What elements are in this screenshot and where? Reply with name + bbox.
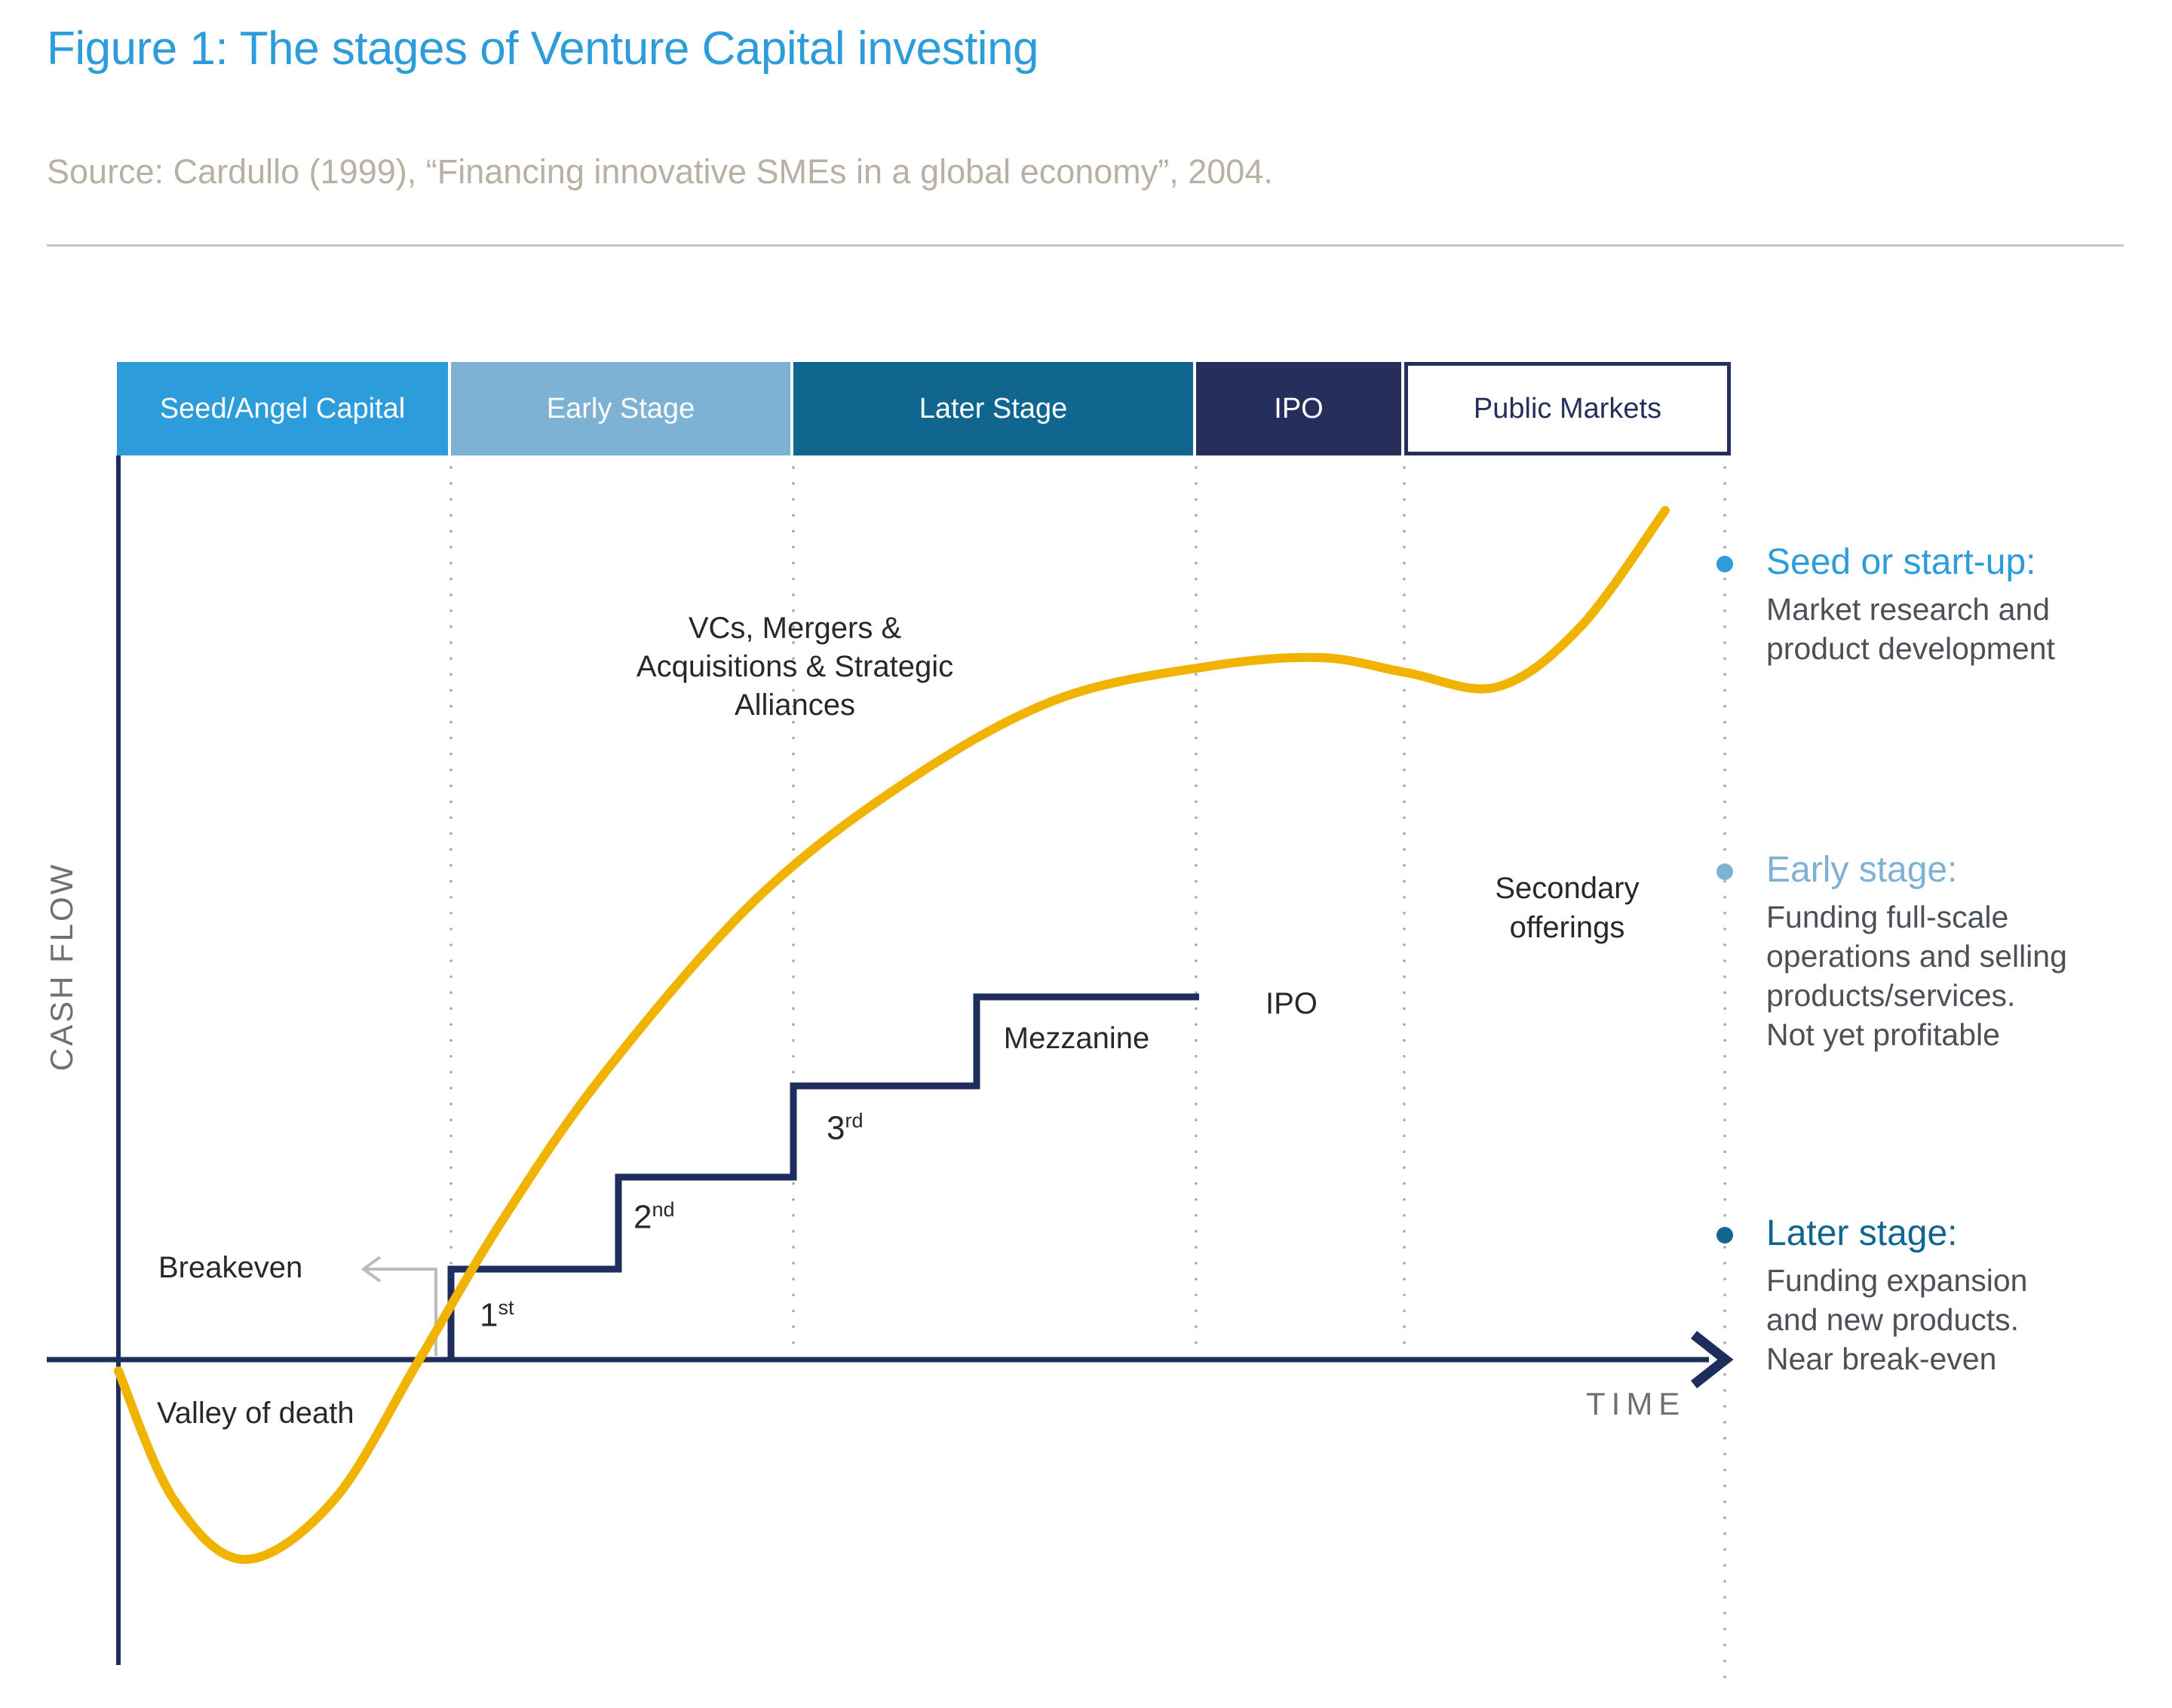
- round-suffix: st: [498, 1296, 514, 1319]
- stage-band-label: Seed/Angel Capital: [159, 392, 406, 425]
- legend-body-line: operations and selling: [1766, 939, 2067, 974]
- legend-body-line: Funding expansion: [1766, 1263, 2028, 1298]
- breakeven-arrow-icon: [360, 1256, 382, 1283]
- stage-band-label: IPO: [1274, 392, 1324, 425]
- mezzanine-step-label: Mezzanine: [1003, 1022, 1150, 1055]
- legend-body-line: Market research and: [1766, 592, 2051, 627]
- legend-item-later-stage: Later stage: Funding expansion and new p…: [1766, 1213, 2166, 1378]
- round-suffix: nd: [652, 1198, 675, 1221]
- stage-band-public-markets: Public Markets: [1404, 362, 1731, 455]
- stage-band-early-stage: Early Stage: [451, 362, 790, 455]
- legend-bullet-seed: [1716, 556, 1733, 572]
- legend-item-early-stage: Early stage: Funding full-scale operatio…: [1766, 849, 2166, 1054]
- round-1st-label: 1st: [480, 1289, 514, 1334]
- vc-mergers-line-3: Alliances: [734, 688, 856, 722]
- breakeven-label: Breakeven: [158, 1251, 303, 1284]
- round-number: 2: [634, 1198, 652, 1236]
- stage-band-label: Public Markets: [1473, 392, 1662, 425]
- vc-mergers-annotation: VCs, Mergers & Acquisitions & Strategic …: [546, 609, 1044, 725]
- round-suffix: rd: [845, 1109, 864, 1132]
- x-axis-label: TIME: [1586, 1386, 1686, 1421]
- stage-band-seed-angel-capital: Seed/Angel Capital: [117, 362, 448, 455]
- legend-body-line: Not yet profitable: [1766, 1017, 2000, 1052]
- header-divider: [47, 244, 2124, 247]
- legend-item-title: Early stage:: [1766, 850, 1958, 890]
- cash-flow-curve: [114, 506, 1670, 1565]
- legend-item-title: Seed or start-up:: [1766, 542, 2036, 582]
- vc-mergers-line-1: VCs, Mergers &: [688, 612, 902, 645]
- ipo-step-label: IPO: [1265, 987, 1318, 1020]
- stage-band-label: Later Stage: [919, 392, 1068, 425]
- legend-body-line: Near break-even: [1766, 1342, 1997, 1376]
- secondary-offerings-line-1: Secondary: [1495, 872, 1640, 905]
- legend-body-line: products/services.: [1766, 978, 2016, 1013]
- source-caption: Source: Cardullo (1999), “Financing inno…: [47, 152, 1273, 191]
- round-number: 1: [480, 1296, 499, 1334]
- stage-band-label: Early Stage: [546, 392, 695, 425]
- round-3rd-label: 3rd: [827, 1102, 864, 1147]
- legend-body-line: product development: [1766, 631, 2055, 666]
- stage-band-ipo: IPO: [1196, 362, 1401, 455]
- valley-of-death-label: Valley of death: [157, 1397, 354, 1430]
- round-number: 3: [827, 1109, 845, 1147]
- funding-steps-line: [447, 993, 1199, 1358]
- secondary-offerings-line-2: offerings: [1509, 911, 1625, 944]
- round-2nd-label: 2nd: [634, 1191, 675, 1236]
- page-title: Figure 1: The stages of Venture Capital …: [47, 23, 1039, 75]
- legend-item-body: Market research and product development: [1766, 590, 2166, 668]
- legend-item-seed-or-start-up: Seed or start-up: Market research and pr…: [1766, 541, 2166, 668]
- y-axis-label: CASH FLOW: [44, 862, 79, 1072]
- legend-bullet-later: [1716, 1227, 1733, 1243]
- legend-body-line: Funding full-scale: [1766, 900, 2009, 934]
- legend-bullet-early: [1716, 863, 1733, 880]
- legend-body-line: and new products.: [1766, 1302, 2020, 1337]
- secondary-offerings-annotation: Secondary offerings: [1454, 869, 1680, 947]
- legend-item-title: Later stage:: [1766, 1213, 1958, 1253]
- x-axis-arrow-icon: [1690, 1330, 1734, 1389]
- stage-band-later-stage: Later Stage: [793, 362, 1193, 455]
- legend-item-body: Funding expansion and new products. Near…: [1766, 1261, 2166, 1378]
- vc-mergers-line-2: Acquisitions & Strategic: [636, 650, 954, 683]
- legend-item-body: Funding full-scale operations and sellin…: [1766, 897, 2166, 1054]
